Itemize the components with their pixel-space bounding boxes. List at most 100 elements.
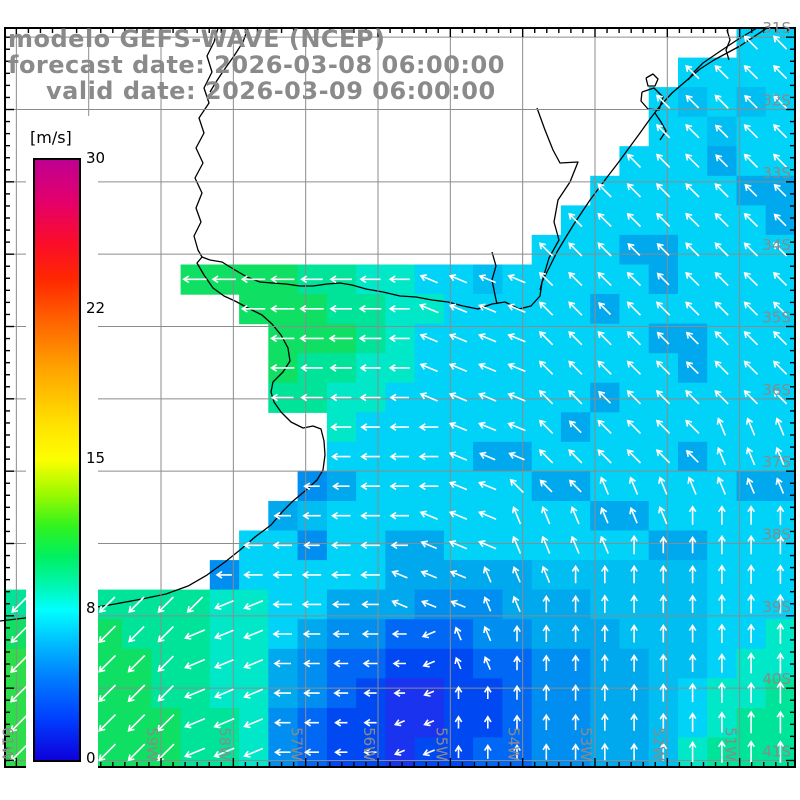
wind-arrow xyxy=(717,564,726,584)
wind-arrow xyxy=(599,476,610,495)
wind-arrow xyxy=(363,718,377,727)
wind-arrow xyxy=(659,683,668,702)
lon-label: 51W xyxy=(722,727,740,761)
wind-arrow xyxy=(626,330,642,346)
coastline-path xyxy=(0,27,768,622)
wind-arrow xyxy=(420,570,438,579)
wind-arrow xyxy=(688,682,697,703)
lat-label: 32S xyxy=(762,92,791,110)
wind-arrow xyxy=(359,393,381,402)
wind-arrow xyxy=(478,540,497,550)
wind-arrow xyxy=(717,653,726,673)
wind-arrow xyxy=(626,271,642,287)
wind-arrow xyxy=(687,476,697,495)
wind-arrow xyxy=(243,570,263,579)
colorbar-tick-label: 8 xyxy=(86,599,96,617)
wind-arrow xyxy=(184,658,206,670)
wind-arrow xyxy=(598,390,612,404)
wind-arrow xyxy=(659,535,668,554)
wind-arrow xyxy=(776,710,785,734)
wind-arrow xyxy=(717,623,726,643)
wind-arrow xyxy=(243,659,264,670)
wind-arrow xyxy=(538,360,554,375)
wind-arrow xyxy=(391,599,408,609)
wind-arrow xyxy=(98,684,117,703)
wind-arrow xyxy=(714,242,729,257)
wind-arrow xyxy=(420,540,438,550)
wind-arrow xyxy=(659,742,668,761)
wind-arrow xyxy=(513,655,521,671)
wind-arrow xyxy=(659,653,668,672)
wind-arrow xyxy=(360,482,380,491)
wind-arrow xyxy=(772,360,788,375)
wind-arrow xyxy=(329,275,352,284)
wind-arrow xyxy=(717,740,726,763)
wind-arrow xyxy=(389,482,409,491)
wind-arrow xyxy=(568,330,583,346)
wind-arrow xyxy=(389,511,409,520)
wind-arrow xyxy=(656,242,670,256)
wind-arrow xyxy=(211,275,236,284)
wind-arrow xyxy=(448,540,468,550)
wind-arrow xyxy=(362,659,378,668)
wind-arrow xyxy=(776,681,785,704)
wind-arrow xyxy=(685,212,700,228)
wind-arrow xyxy=(509,478,524,494)
wind-arrow xyxy=(538,271,554,287)
coastline-path xyxy=(645,73,659,87)
wind-arrow xyxy=(685,124,700,139)
wind-arrow xyxy=(714,390,729,405)
wind-arrow xyxy=(542,624,551,642)
wind-arrow xyxy=(597,419,612,434)
wind-arrow xyxy=(655,212,671,228)
wind-arrow xyxy=(332,600,350,609)
wind-arrow xyxy=(243,629,264,640)
wind-arrow xyxy=(448,451,468,461)
wind-arrow xyxy=(273,659,291,668)
wind-arrow xyxy=(714,124,729,139)
wind-arrow xyxy=(626,360,642,375)
wind-arrow xyxy=(747,564,755,584)
wind-arrow xyxy=(419,274,438,284)
wind-arrow xyxy=(746,477,755,494)
wind-arrow xyxy=(483,596,492,612)
wind-arrow xyxy=(128,596,145,613)
wind-arrow xyxy=(507,392,526,402)
wind-arrow xyxy=(658,506,668,525)
wind-arrow xyxy=(270,393,294,402)
wind-arrow xyxy=(659,712,668,732)
wind-arrow xyxy=(688,712,697,732)
wind-arrow xyxy=(331,570,351,579)
wind-arrow xyxy=(127,654,146,673)
wind-arrow xyxy=(243,747,264,758)
wind-arrow xyxy=(714,64,729,80)
wind-arrow xyxy=(776,622,785,644)
wind-arrow xyxy=(184,629,206,640)
wind-arrow xyxy=(685,94,700,109)
wind-arrow xyxy=(301,600,322,609)
wind-arrow xyxy=(688,564,697,584)
wind-arrow xyxy=(214,599,234,610)
wind-arrow xyxy=(571,594,580,613)
wind-arrow xyxy=(422,749,436,757)
colorbar-tick-label: 0 xyxy=(86,749,96,767)
wind-arrow xyxy=(10,654,29,674)
lon-label: 59W xyxy=(143,727,161,761)
wind-arrow xyxy=(743,124,759,139)
wind-arrow xyxy=(655,449,671,464)
wind-arrow xyxy=(98,654,117,673)
wind-arrow xyxy=(389,452,409,461)
wind-arrow xyxy=(359,275,381,284)
wind-arrow xyxy=(747,534,755,555)
wind-arrow xyxy=(542,594,551,613)
wind-arrow xyxy=(744,94,758,109)
wind-arrow xyxy=(240,275,266,284)
wind-arrow xyxy=(360,541,380,550)
coastline-path xyxy=(725,29,731,61)
wind-arrow xyxy=(597,449,612,464)
wind-arrow xyxy=(685,183,700,198)
coastline xyxy=(0,27,768,622)
wind-arrow xyxy=(393,748,406,756)
wind-arrow xyxy=(420,599,437,609)
wind-arrow xyxy=(273,689,291,697)
